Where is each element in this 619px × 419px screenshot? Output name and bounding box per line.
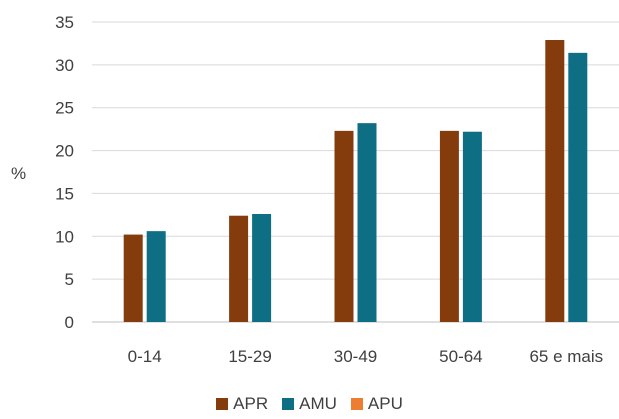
- bar-amu: [252, 214, 272, 322]
- x-tick-label: 0-14: [128, 347, 162, 366]
- y-tick-label: 15: [55, 184, 74, 203]
- bar-amu: [146, 231, 166, 322]
- y-tick-label: 35: [55, 13, 74, 32]
- bar-apr: [545, 40, 565, 322]
- legend-swatch: [282, 398, 295, 410]
- bar-apr: [334, 130, 354, 322]
- bar-amu: [462, 131, 482, 322]
- y-tick-label: 0: [65, 313, 74, 332]
- legend-item-amu: AMU: [282, 394, 337, 414]
- x-tick-label: 65 e mais: [529, 347, 603, 366]
- bars: [123, 40, 588, 323]
- legend-label: AMU: [299, 394, 337, 413]
- legend-label: APU: [367, 394, 403, 413]
- y-tick-label: 20: [55, 142, 74, 161]
- bar-amu: [568, 52, 588, 322]
- y-tick-label: 30: [55, 56, 74, 75]
- legend-label: APR: [233, 394, 269, 413]
- y-axis-label: %: [11, 164, 26, 183]
- y-tick-label: 25: [55, 99, 74, 118]
- x-tick-label: 15-29: [228, 347, 271, 366]
- legend-item-apr: APR: [216, 394, 268, 414]
- legend-swatch: [350, 398, 363, 410]
- legend-item-apu: APU: [350, 394, 403, 414]
- y-tick-label: 10: [55, 227, 74, 246]
- y-axis-ticks: 0 5 10 15 20 25 30 35: [55, 13, 74, 332]
- x-tick-label: 50-64: [439, 347, 482, 366]
- bar-apr: [123, 234, 143, 322]
- bar-apr: [439, 130, 459, 322]
- x-axis-ticks: 0-14 15-29 30-49 50-64 65 e mais: [128, 347, 603, 366]
- bar-amu: [357, 123, 377, 323]
- x-tick-label: 30-49: [334, 347, 377, 366]
- y-tick-label: 5: [65, 270, 74, 289]
- bar-apr: [229, 215, 249, 322]
- legend-swatch: [216, 398, 229, 410]
- legend: APR AMU APU: [0, 394, 619, 414]
- gridlines: [92, 21, 619, 323]
